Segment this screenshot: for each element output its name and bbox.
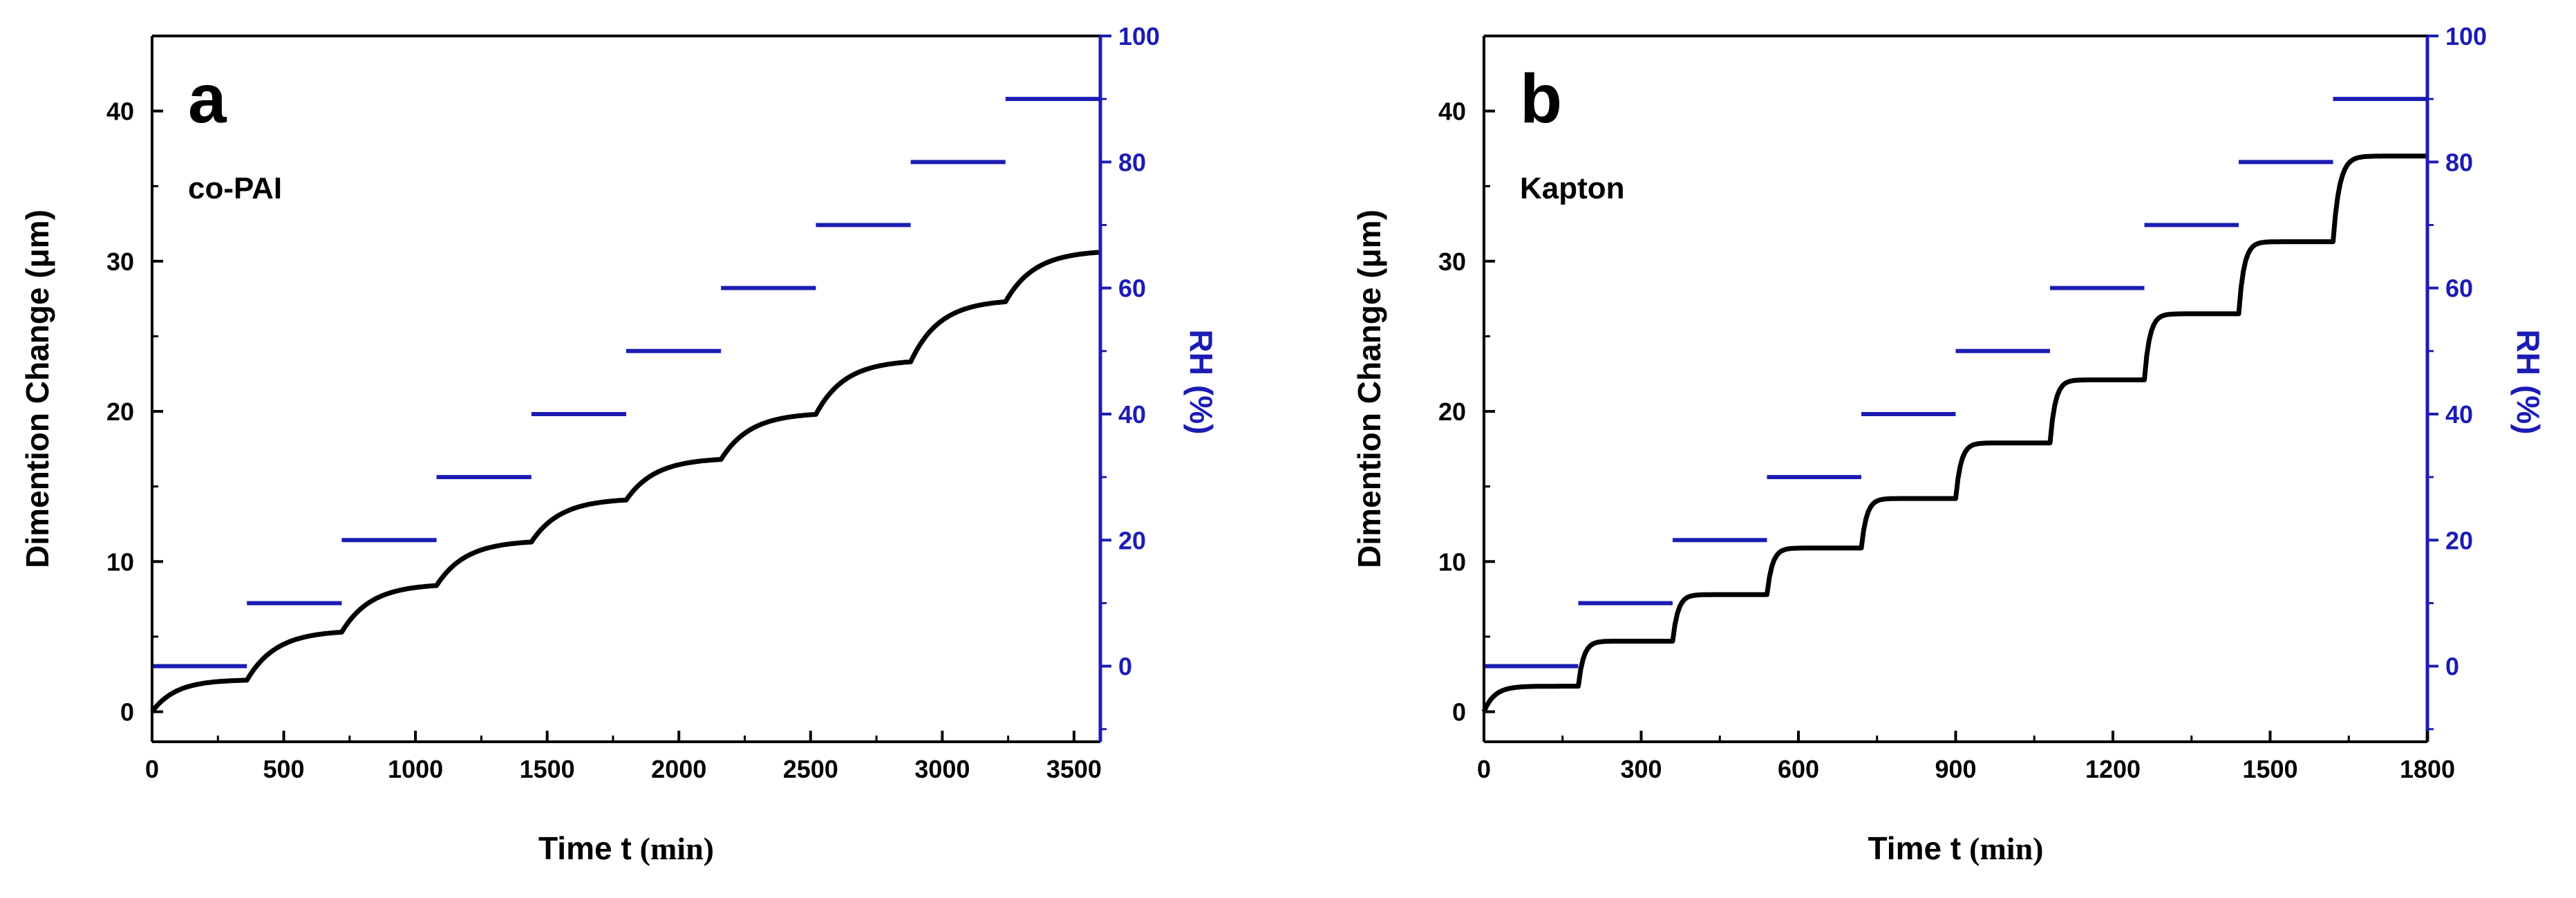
dimension-change-curve — [1481, 153, 2428, 713]
y-right-axis-title: RH (%) — [2510, 330, 2546, 435]
y-right-tick-label: 80 — [2445, 148, 2473, 176]
x-tick-label: 3500 — [1046, 755, 1102, 783]
y-right-axis-title-unit: (%) — [1183, 385, 1219, 435]
sample-annotation: Kapton — [1520, 171, 1625, 205]
y-right-tick-label: 20 — [2445, 526, 2473, 554]
x-axis-title-unit: (min) — [640, 831, 714, 866]
panel-a-chart: 0 500 1000 1500 2000 2500 3000 3500 0 10 20 30 40 0 20… — [19, 22, 1219, 866]
x-tick-label: 3000 — [914, 755, 970, 783]
x-tick-label: 2500 — [783, 755, 838, 783]
x-tick-label: 500 — [263, 755, 305, 783]
x-tick-label: 0 — [145, 755, 159, 783]
y-right-tick-label: 40 — [1118, 400, 1146, 429]
y-right-axis-title: RH (%) — [1183, 330, 1219, 435]
y-left-axis-title: Dimention Change (μm) — [19, 209, 55, 568]
x-tick-label: 1500 — [520, 755, 575, 783]
y-left-tick-label: 30 — [1438, 247, 1466, 276]
x-tick-label: 0 — [1477, 755, 1491, 783]
panel-label: a — [188, 60, 227, 138]
x-tick-label: 600 — [1778, 755, 1819, 783]
x-tick-label: 1500 — [2242, 755, 2297, 783]
y-left-tick-label: 40 — [1438, 97, 1466, 126]
y-right-tick-label: 60 — [1118, 274, 1146, 303]
y-left-axis-title: Dimention Change (μm) — [1351, 209, 1387, 568]
x-tick-label: 1000 — [388, 755, 443, 783]
x-axis-title-unit: (min) — [1969, 831, 2043, 866]
y-right-tick-label: 20 — [1118, 526, 1146, 554]
y-right-tick-label: 80 — [1118, 148, 1146, 176]
x-axis-title: Time t (min) — [538, 830, 714, 866]
y-left-tick-label: 20 — [1438, 397, 1466, 426]
panel-label: b — [1520, 60, 1562, 138]
x-axis-title: Time t (min) — [1868, 830, 2044, 866]
y-right-tick-label: 0 — [1118, 653, 1132, 681]
x-axis-title-main: Time t — [538, 830, 632, 866]
x-tick-label: 300 — [1620, 755, 1662, 783]
x-axis-title-main: Time t — [1868, 830, 1962, 866]
x-tick-label: 900 — [1935, 755, 1976, 783]
dimension-change-curve — [150, 250, 1101, 713]
y-right-tick-label: 100 — [2445, 22, 2487, 50]
sample-annotation: co-PAI — [188, 171, 282, 205]
panel-b-chart: 0 300 600 900 1200 1500 1800 0 10 20 30 40 0 20 40 60 80… — [1351, 22, 2546, 866]
y-left-tick-label: 10 — [1438, 548, 1466, 576]
y-right-tick-label: 40 — [2445, 400, 2473, 429]
y-left-tick-label: 0 — [120, 698, 134, 727]
y-left-tick-label: 0 — [1452, 698, 1466, 727]
y-left-tick-label: 40 — [106, 97, 134, 126]
y-right-axis-title-main: RH — [2510, 330, 2546, 375]
y-right-tick-label: 0 — [2445, 653, 2459, 681]
x-tick-label: 1200 — [2085, 755, 2141, 783]
y-right-axis-title-main: RH — [1183, 330, 1219, 375]
y-right-axis-title-unit: (%) — [2510, 385, 2546, 435]
x-tick-label: 1800 — [2400, 755, 2455, 783]
y-left-tick-label: 10 — [106, 548, 134, 576]
y-left-tick-label: 20 — [106, 397, 134, 426]
y-left-tick-label: 30 — [106, 247, 134, 276]
y-right-tick-label: 60 — [2445, 274, 2473, 303]
y-right-tick-label: 100 — [1118, 22, 1160, 50]
x-tick-label: 2000 — [651, 755, 706, 783]
